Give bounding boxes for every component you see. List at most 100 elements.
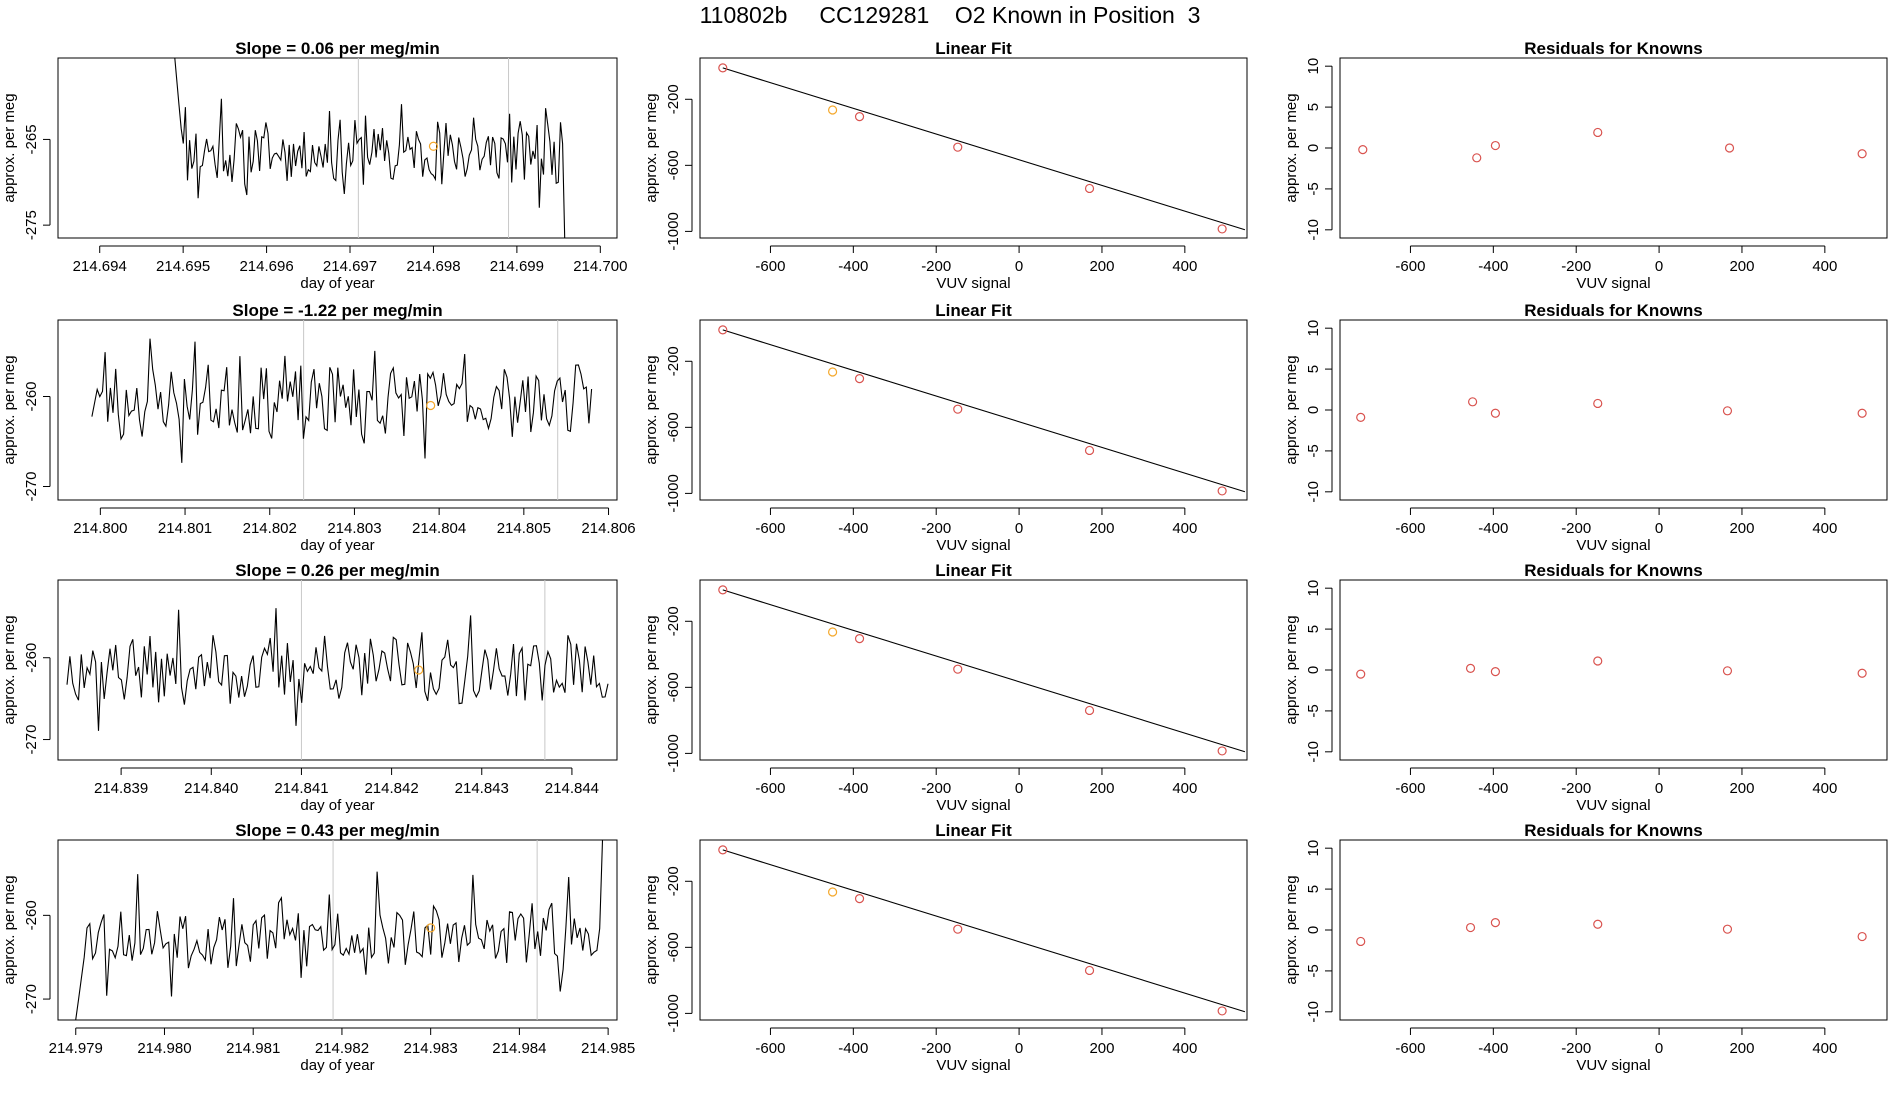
y-tick-label: 0 (1305, 666, 1322, 674)
x-axis-label: VUV signal (1576, 797, 1650, 814)
x-tick-label: -600 (755, 1040, 785, 1057)
plot-frame (699, 579, 1248, 761)
x-tick-label: 200 (1729, 520, 1754, 537)
y-tick-label: 5 (1305, 103, 1322, 111)
plot-area (91, 320, 593, 500)
x-tick-label: 214.984 (492, 1040, 546, 1057)
x-tick-label: 214.840 (184, 780, 238, 797)
plot-frame (699, 319, 1248, 501)
plot-frame (57, 579, 618, 761)
residual-point (1722, 406, 1733, 416)
y-axis-label: approx. per meg (1, 615, 18, 724)
panel-title: Linear Fit (935, 561, 1012, 580)
y-tick-label: -600 (665, 932, 682, 962)
plot-frame (57, 839, 618, 1021)
fit-line (722, 67, 1246, 231)
data-point (1084, 705, 1095, 716)
x-axis-label: VUV signal (1576, 537, 1650, 554)
x-tick-label: -400 (838, 258, 868, 275)
y-tick-label: 5 (1305, 625, 1322, 633)
data-point (1084, 965, 1095, 976)
y-axis-label: approx. per meg (1283, 355, 1300, 464)
x-tick-label: -400 (838, 780, 868, 797)
residual-point (1722, 666, 1733, 676)
plot-area (1356, 397, 1867, 422)
data-point (718, 63, 728, 73)
x-tick-label: 200 (1089, 258, 1114, 275)
y-tick-label: -265 (23, 124, 40, 154)
x-tick-label: 214.839 (94, 780, 148, 797)
known-point (828, 627, 838, 637)
x-tick-label: 200 (1729, 780, 1754, 797)
y-axis-label: approx. per meg (643, 93, 660, 202)
x-tick-label: -200 (1561, 780, 1591, 797)
x-tick-label: 214.695 (156, 258, 210, 275)
x-tick-label: 214.694 (73, 258, 127, 275)
panel-title: Slope = -1.22 per meg/min (232, 301, 442, 320)
y-tick-label: -10 (1305, 219, 1322, 241)
x-tick-label: 200 (1089, 780, 1114, 797)
x-axis-label: VUV signal (936, 275, 1010, 292)
x-tick-label: 214.698 (406, 258, 460, 275)
data-point (953, 404, 963, 414)
y-tick-label: -200 (665, 866, 682, 896)
residual-point (1468, 397, 1478, 407)
x-axis-label: day of year (300, 537, 374, 554)
x-tick-label: -200 (921, 258, 951, 275)
y-tick-label: -5 (1305, 444, 1322, 457)
y-tick-label: -1000 (665, 474, 682, 512)
x-tick-label: 214.981 (226, 1040, 280, 1057)
x-tick-label: 214.979 (49, 1040, 103, 1057)
residual-point (1356, 936, 1366, 947)
x-tick-label: 214.699 (490, 258, 544, 275)
series-line (91, 338, 593, 463)
x-tick-label: 0 (1655, 258, 1663, 275)
x-axis-label: VUV signal (936, 537, 1010, 554)
data-point (1217, 224, 1227, 234)
plot-frame (57, 319, 618, 501)
y-tick-label: -275 (23, 210, 40, 240)
x-tick-label: 400 (1812, 1040, 1837, 1057)
plot-area (718, 585, 1246, 756)
known-point (414, 665, 424, 675)
x-tick-label: 214.800 (73, 520, 127, 537)
plot-area (174, 58, 576, 238)
x-tick-label: 214.841 (274, 780, 328, 797)
fit-line (722, 329, 1246, 493)
x-tick-label: 400 (1172, 780, 1197, 797)
x-tick-label: 400 (1172, 520, 1197, 537)
plot-frame (699, 57, 1248, 239)
x-tick-label: 214.804 (412, 520, 466, 537)
x-tick-label: 214.697 (323, 258, 377, 275)
x-tick-label: 214.803 (327, 520, 381, 537)
panel-title: Linear Fit (935, 39, 1012, 58)
data-point (953, 142, 963, 152)
residual-point (1857, 149, 1867, 159)
x-tick-label: -400 (838, 520, 868, 537)
plot-frame (1339, 839, 1888, 1021)
x-tick-label: -200 (1561, 520, 1591, 537)
fit-line (722, 849, 1246, 1013)
x-tick-label: -200 (1561, 258, 1591, 275)
y-tick-label: -10 (1305, 481, 1322, 503)
residual-point (1593, 127, 1603, 138)
y-axis-label: approx. per meg (1, 355, 18, 464)
x-tick-label: 214.844 (545, 780, 599, 797)
x-tick-label: 214.806 (581, 520, 635, 537)
known-point (426, 400, 436, 411)
x-tick-label: 0 (1015, 780, 1023, 797)
plot-area (66, 580, 609, 760)
y-tick-label: -200 (665, 606, 682, 636)
plot-frame (1339, 57, 1888, 239)
x-tick-label: 214.980 (137, 1040, 191, 1057)
residual-point (1857, 668, 1867, 678)
x-tick-label: 0 (1655, 520, 1663, 537)
data-point (1084, 183, 1095, 194)
plot-area (75, 840, 609, 1020)
x-tick-label: 0 (1655, 780, 1663, 797)
x-tick-label: 0 (1655, 1040, 1663, 1057)
x-tick-label: 214.696 (239, 258, 293, 275)
data-point (953, 664, 963, 674)
x-tick-label: 214.801 (158, 520, 212, 537)
